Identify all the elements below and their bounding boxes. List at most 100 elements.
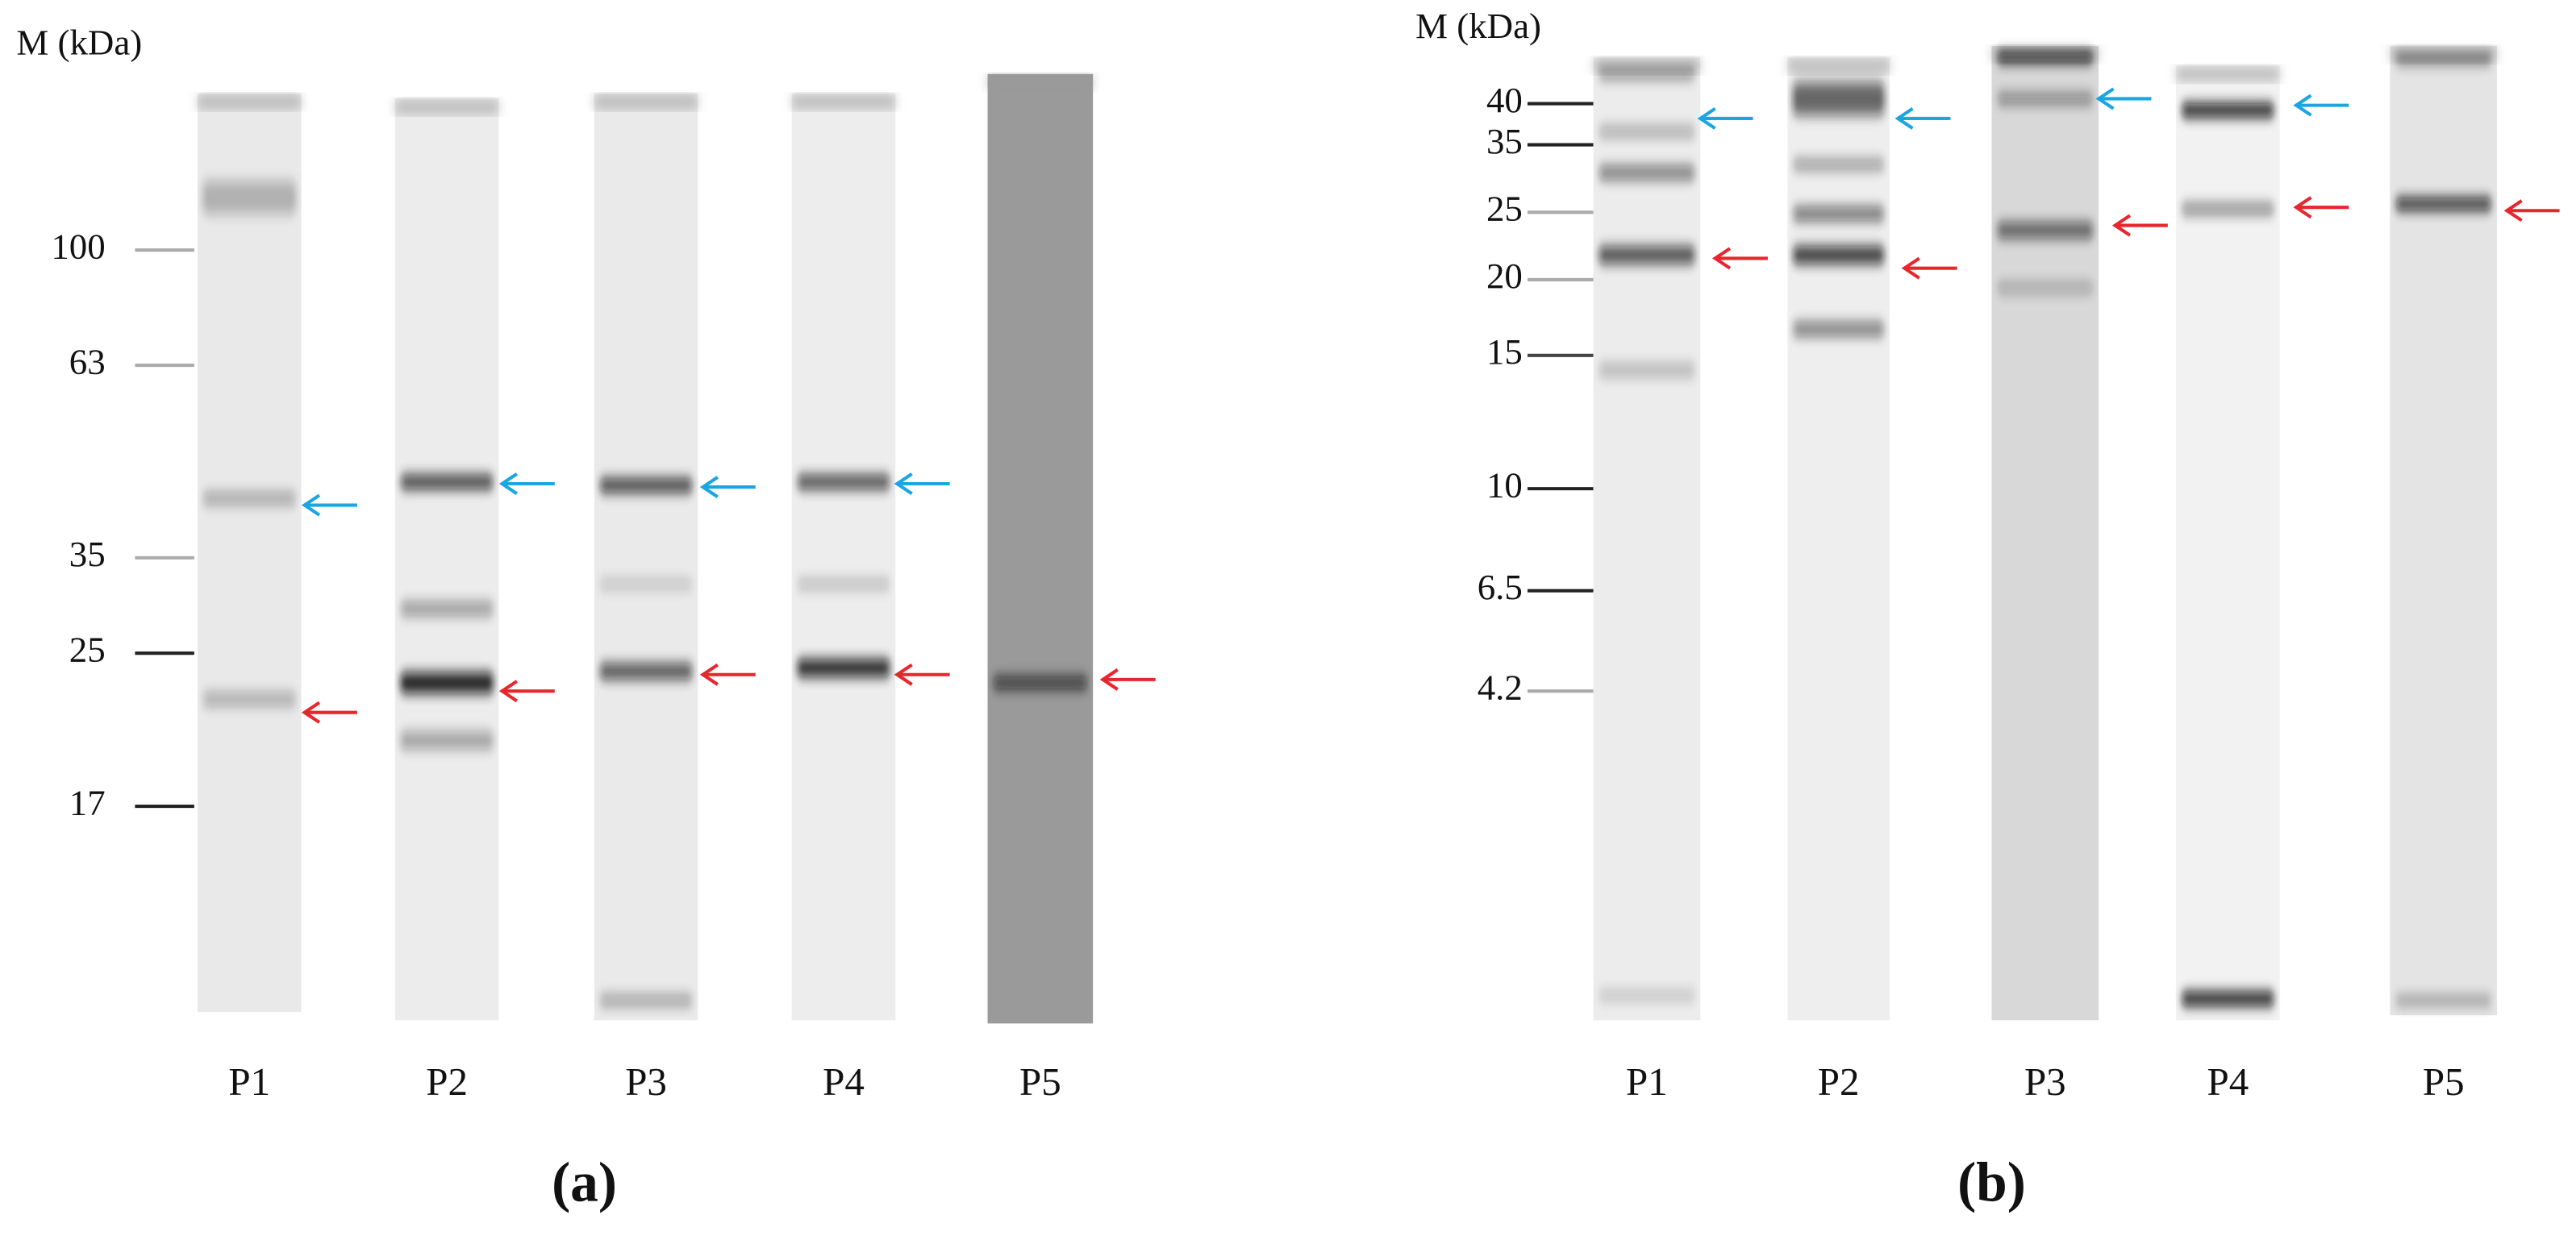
lane	[1593, 57, 1701, 1021]
arrow-head	[2111, 214, 2132, 237]
arrow-head	[699, 663, 719, 686]
band-arrow	[2293, 94, 2349, 117]
arrow-head	[2293, 94, 2312, 117]
arrow-head	[301, 493, 321, 517]
lane-strip	[1787, 57, 1890, 1021]
lane-label: P2	[1818, 1059, 1860, 1104]
axis-label: M (kDa)	[1415, 6, 1541, 46]
protein-band	[399, 601, 494, 616]
arrow-head	[1894, 106, 1914, 130]
protein-band	[2395, 996, 2492, 1005]
arrow-head	[1697, 106, 1716, 130]
band-arrow	[1894, 106, 1951, 130]
lane-strip	[594, 94, 698, 1021]
marker-label: 100	[51, 227, 105, 267]
protein-band	[1598, 69, 1696, 79]
band-arrow	[301, 701, 357, 724]
lane-label: P2	[426, 1059, 468, 1104]
marker-label: 4.2	[1478, 667, 1523, 707]
lane	[1991, 46, 2099, 1021]
protein-band	[1598, 127, 1696, 137]
arrow-head	[1901, 256, 1920, 280]
band-arrow	[699, 663, 756, 686]
panel-caption: (b)	[1957, 1151, 2026, 1213]
panel-caption: (a)	[552, 1151, 617, 1213]
lane	[1787, 57, 1890, 1021]
band-arrow	[1901, 256, 1957, 280]
lane-top-edge	[594, 94, 698, 110]
arrow-head	[699, 476, 719, 499]
protein-band	[1792, 159, 1885, 170]
protein-band	[2181, 103, 2275, 117]
lane	[2390, 46, 2498, 1016]
lane-label: P4	[823, 1059, 865, 1104]
marker-label: 6.5	[1478, 567, 1523, 607]
arrow-head	[1711, 247, 1732, 270]
lane-top-edge	[1787, 57, 1890, 74]
marker-label: 63	[69, 341, 106, 381]
protein-band	[598, 995, 694, 1005]
marker-label: 17	[69, 782, 106, 822]
lane-strip	[791, 94, 896, 1021]
protein-band	[796, 660, 891, 676]
marker-label: 35	[1486, 121, 1523, 161]
protein-band	[202, 693, 297, 706]
lane-label: P1	[1626, 1059, 1668, 1104]
protein-band	[2395, 55, 2492, 64]
band-arrow	[301, 493, 357, 517]
arrow-head	[301, 701, 321, 724]
axis-label: M (kDa)	[16, 22, 142, 62]
lane-label: P3	[2024, 1059, 2066, 1104]
band-arrow	[894, 663, 950, 686]
lane	[987, 73, 1094, 1024]
protein-band	[796, 579, 891, 589]
protein-band	[1598, 166, 1696, 180]
arrow-head	[2503, 199, 2523, 223]
lane-strip	[2176, 65, 2280, 1021]
protein-band	[2181, 992, 2275, 1005]
arrow-head	[894, 472, 913, 495]
band-arrow	[498, 472, 555, 495]
protein-band	[399, 732, 494, 749]
band-arrow	[2503, 199, 2560, 223]
protein-band	[1996, 223, 2095, 238]
protein-band	[1996, 52, 2095, 63]
band-arrow	[699, 476, 756, 499]
protein-band	[1598, 990, 1696, 1001]
band-arrow	[1711, 247, 1768, 270]
arrow-head	[1099, 668, 1119, 691]
lane-top-edge	[791, 94, 896, 110]
protein-band	[1792, 322, 1885, 336]
protein-band	[598, 579, 694, 589]
protein-band	[992, 676, 1089, 689]
band-arrow	[498, 680, 555, 703]
lane-label: P1	[228, 1059, 270, 1104]
lane	[394, 98, 499, 1021]
protein-band	[1792, 82, 1885, 115]
arrow-head	[498, 680, 518, 703]
protein-band	[1792, 247, 1885, 264]
protein-band	[598, 478, 694, 493]
lane	[791, 94, 896, 1021]
lane-strip	[394, 98, 499, 1021]
protein-band	[1598, 364, 1696, 377]
protein-band	[1996, 94, 2095, 104]
protein-band	[2181, 204, 2275, 214]
protein-band	[796, 475, 891, 489]
marker-label: 35	[69, 534, 106, 574]
marker-label: 25	[69, 630, 106, 670]
lane-strip	[1593, 57, 1701, 1021]
protein-band	[202, 493, 297, 505]
lane	[594, 94, 698, 1021]
protein-band	[399, 475, 494, 489]
protein-band	[2395, 198, 2492, 210]
marker-label: 25	[1486, 189, 1523, 229]
band-arrow	[1099, 668, 1156, 691]
marker-label: 20	[1486, 256, 1523, 296]
arrow-head	[2095, 87, 2115, 110]
protein-band	[598, 664, 694, 679]
marker-label: 15	[1486, 331, 1523, 372]
lane-label: P5	[1019, 1059, 1061, 1104]
band-arrow	[2111, 214, 2168, 237]
